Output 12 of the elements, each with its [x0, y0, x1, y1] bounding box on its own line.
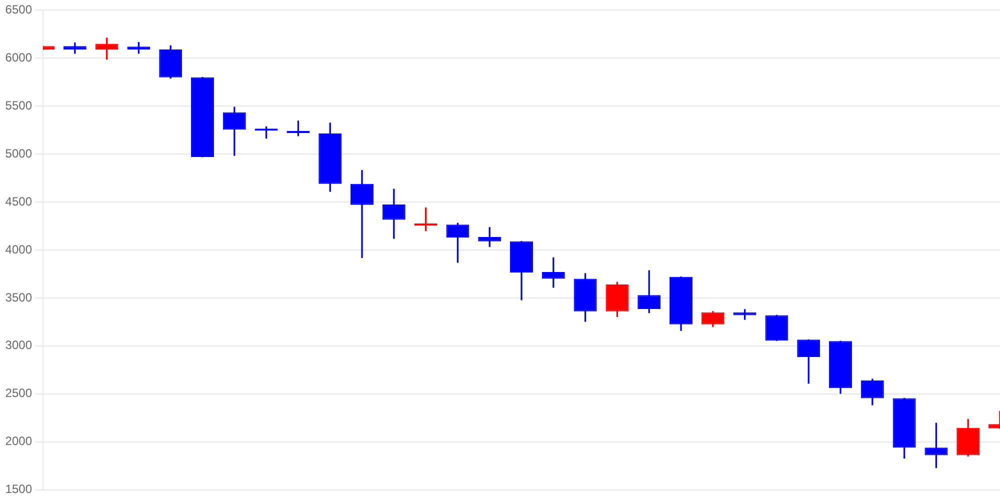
candlestick [350, 170, 374, 258]
y-tick-label: 6000 [5, 50, 32, 64]
y-tick-label: 4500 [5, 194, 32, 208]
y-tick-label: 2500 [5, 386, 32, 400]
y-tick-label: 3000 [5, 338, 32, 352]
y-tick-label: 5000 [5, 146, 32, 160]
y-tick-label: 6500 [5, 2, 32, 17]
y-tick-label: 4000 [5, 242, 32, 256]
y-tick-label: 1500 [5, 482, 32, 496]
y-tick-label: 5500 [5, 98, 32, 112]
y-tick-label: 3500 [5, 290, 32, 304]
y-tick-label: 2000 [5, 434, 32, 448]
